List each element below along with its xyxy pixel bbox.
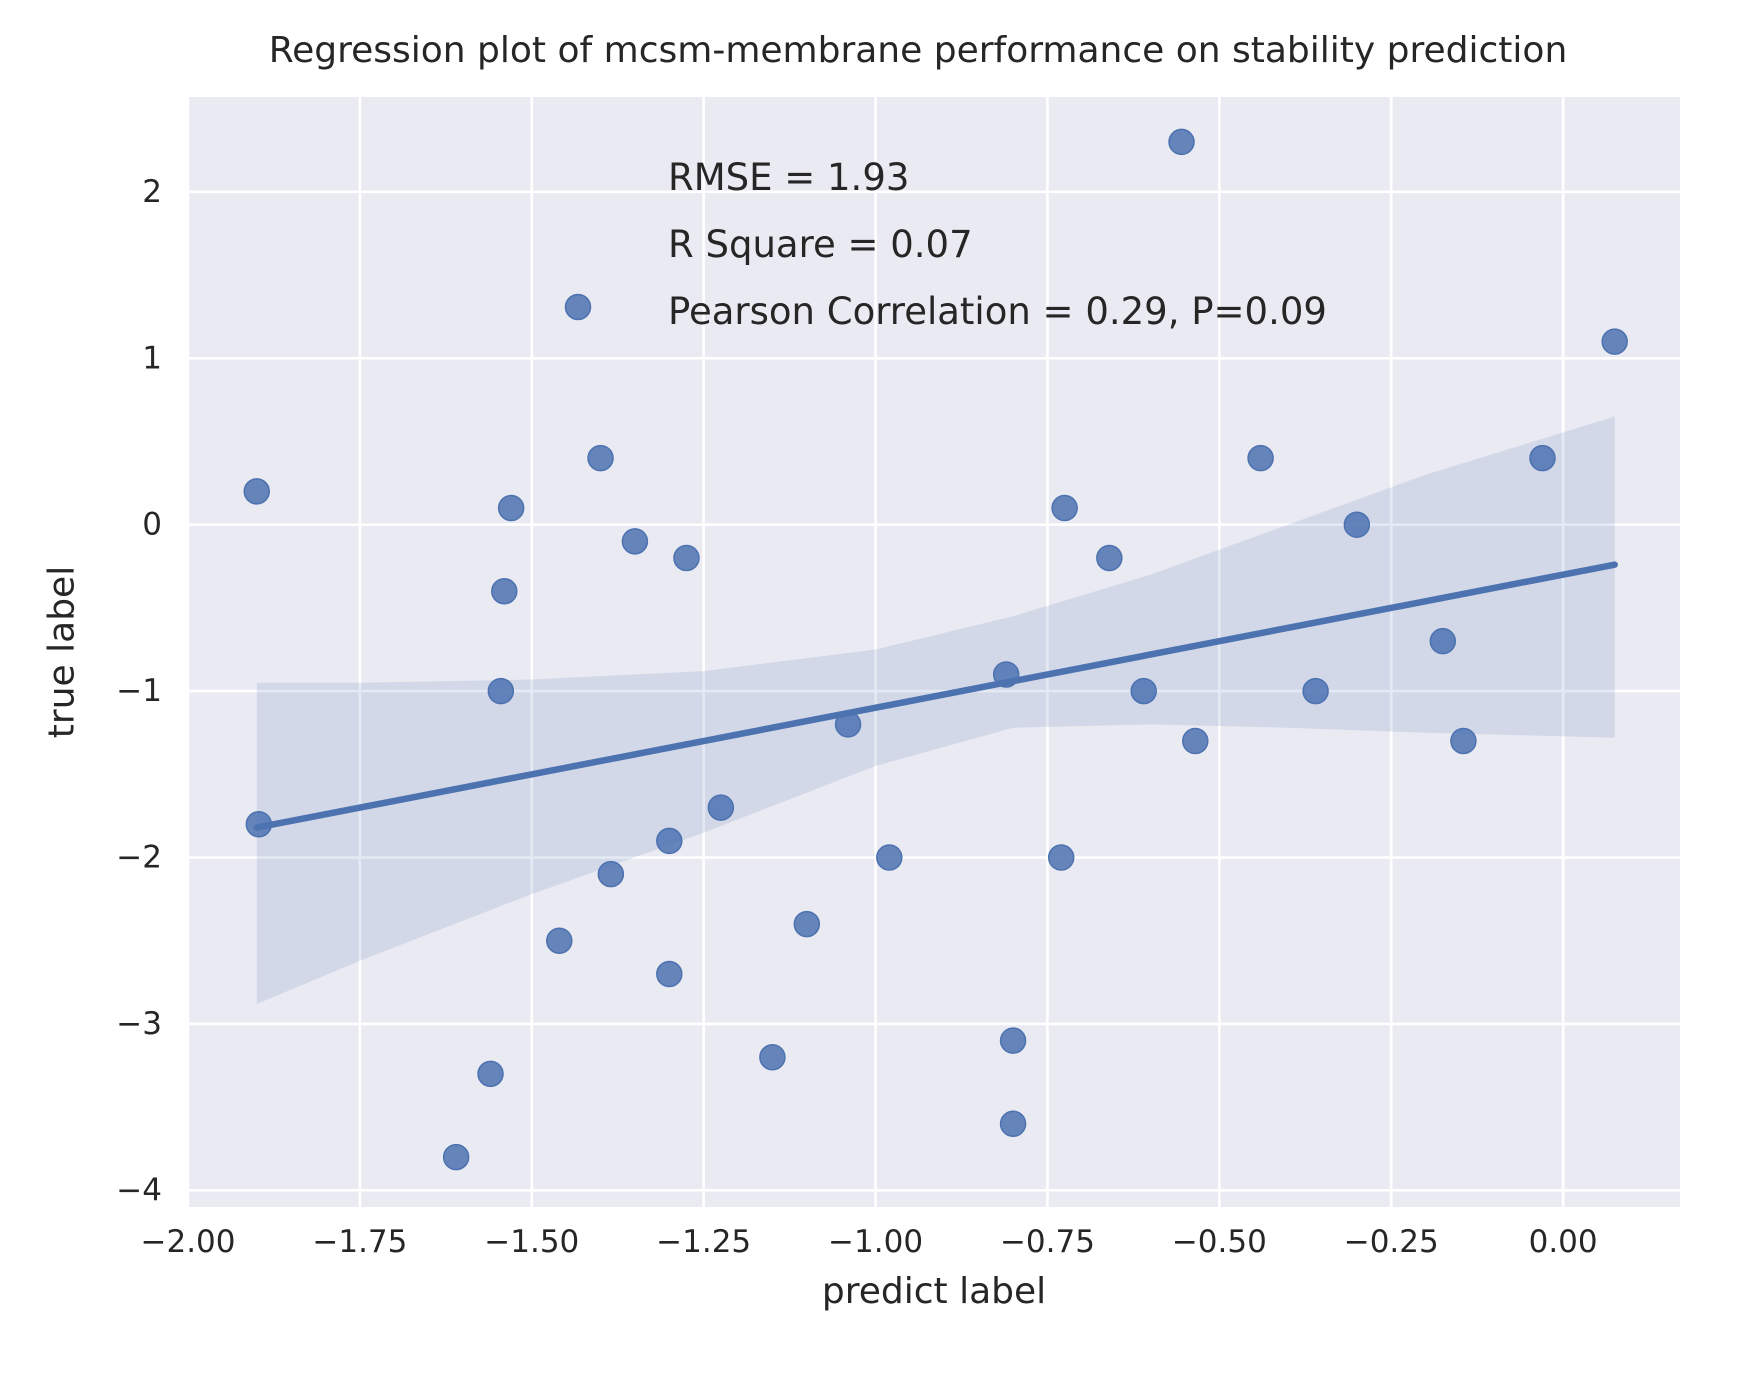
legend-r-square: R Square = 0.07	[668, 223, 973, 266]
data-point-20	[999, 1027, 1027, 1054]
data-point-32	[1450, 727, 1477, 755]
data-points	[243, 128, 1628, 1171]
data-point-18	[876, 844, 903, 871]
tick-labels: −2.00 −1.75 −1.50 −1.25 −1.00 −0.75 −0.50 −0.25…	[116, 174, 1597, 1260]
y-axis-label: true label	[42, 566, 83, 738]
data-point-29	[1302, 677, 1329, 705]
data-point-4	[487, 677, 515, 705]
y-tick-label-6: 2	[142, 174, 162, 210]
data-point-34	[1601, 328, 1628, 355]
data-point-6	[497, 494, 525, 522]
data-point-28	[1247, 444, 1274, 472]
y-tick-label-1: −3	[116, 1006, 162, 1042]
data-point-9	[597, 860, 625, 888]
data-point-16	[793, 910, 821, 938]
y-tick-label-2: −2	[116, 840, 162, 876]
data-point-5	[491, 578, 518, 605]
data-point-27	[1182, 727, 1209, 755]
data-point-23	[1051, 494, 1078, 522]
data-point-24	[1096, 544, 1123, 572]
data-point-14	[707, 794, 735, 821]
x-tick-label-5: −0.75	[1000, 1224, 1095, 1260]
data-point-8	[587, 444, 614, 472]
x-tick-label-3: −1.25	[656, 1224, 751, 1260]
data-point-13	[673, 544, 700, 572]
confidence-band	[256, 416, 1615, 1004]
data-point-15	[759, 1043, 786, 1071]
legend-marker	[564, 293, 592, 321]
regression-line	[253, 561, 1618, 831]
x-axis-label: predict label	[822, 1271, 1046, 1312]
y-tick-label-5: 1	[142, 340, 162, 376]
grid-lines	[186, 97, 1680, 1207]
data-point-3	[477, 1060, 504, 1088]
plot-area	[188, 97, 1680, 1207]
data-point-30	[1343, 511, 1371, 538]
data-point-2	[442, 1143, 470, 1171]
data-point-33	[1529, 444, 1556, 472]
data-point-7	[546, 927, 573, 954]
data-point-25	[1130, 677, 1157, 705]
x-tick-label-2: −1.50	[484, 1224, 579, 1260]
data-point-10	[621, 528, 649, 555]
x-tick-label-0: −2.00	[141, 1224, 236, 1260]
x-tick-label-8: 0.00	[1529, 1224, 1598, 1260]
x-tick-label-1: −1.75	[312, 1224, 407, 1260]
data-point-21	[999, 1110, 1027, 1138]
legend-rmse: RMSE = 1.93	[668, 156, 909, 199]
data-point-12	[656, 960, 683, 988]
legend: RMSE = 1.93 R Square = 0.07 Pearson Corr…	[564, 156, 1327, 333]
x-tick-label-4: −1.00	[828, 1224, 923, 1260]
x-tick-label-6: −0.50	[1172, 1224, 1267, 1260]
y-tick-label-4: 0	[142, 507, 162, 543]
data-point-31	[1429, 627, 1457, 655]
legend-pearson: Pearson Correlation = 0.29, P=0.09	[668, 290, 1327, 333]
chart-title: Regression plot of mcsm-membrane perform…	[269, 30, 1568, 71]
x-tick-label-7: −0.25	[1344, 1224, 1439, 1260]
data-point-26	[1168, 128, 1195, 156]
data-point-11	[656, 827, 683, 855]
data-point-22	[1047, 844, 1075, 871]
y-tick-label-3: −1	[116, 673, 162, 709]
data-point-0	[243, 478, 271, 505]
y-tick-label-0: −4	[116, 1172, 162, 1208]
